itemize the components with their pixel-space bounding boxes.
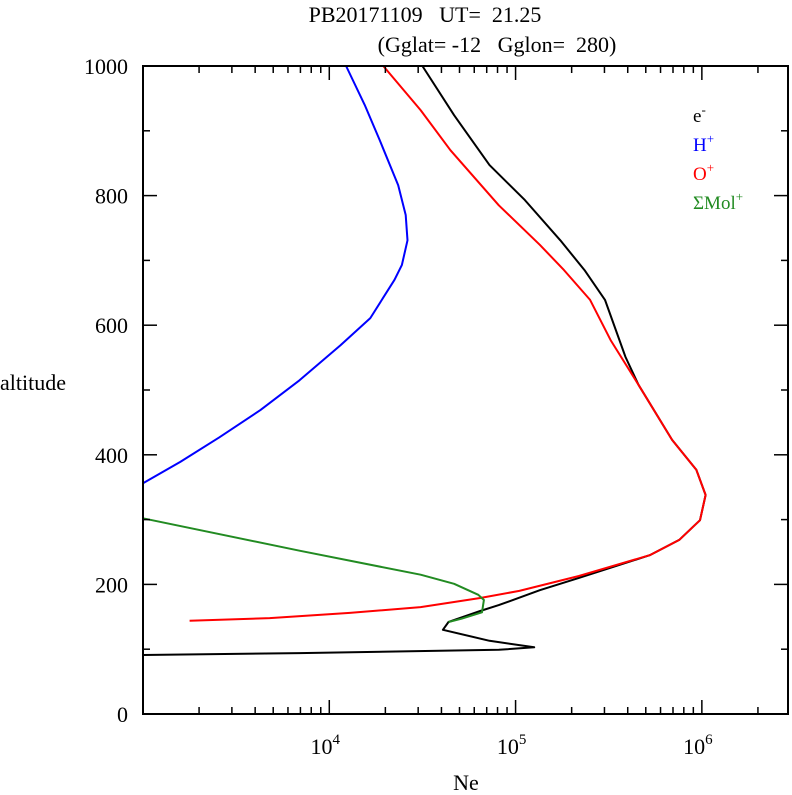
legend-entry-0: e- xyxy=(693,102,706,127)
y-tick-label: 200 xyxy=(95,572,128,597)
y-tick-label: 0 xyxy=(117,702,128,727)
x-tick-label: 106 xyxy=(683,732,713,759)
series-layer xyxy=(142,65,707,656)
y-tick-label: 600 xyxy=(95,313,128,338)
x-axis-label: Ne xyxy=(453,770,479,795)
series-line-1 xyxy=(142,65,409,485)
y-tick-label: 800 xyxy=(95,184,128,209)
x-tick-labels: 104 105 106 xyxy=(311,732,714,759)
legend-entry-1: H+ xyxy=(693,131,714,156)
x-tick-label: 105 xyxy=(497,732,527,759)
y-tick-label: 400 xyxy=(95,443,128,468)
series-line-3 xyxy=(142,517,485,623)
y-tick-label: 1000 xyxy=(84,54,128,79)
legend-entry-2: O+ xyxy=(693,160,714,185)
x-tick-label: 104 xyxy=(311,732,341,759)
ticks-layer xyxy=(143,65,788,715)
series-line-2 xyxy=(189,65,707,622)
series-line-0 xyxy=(142,65,707,656)
legend: e- H+ O+ ΣMol+ xyxy=(693,102,743,214)
chart-subtitle: (Gglat= -12 Gglon= 280) xyxy=(378,32,617,57)
y-axis-label: altitude xyxy=(0,370,66,395)
y-tick-labels: 0 200 400 600 800 1000 xyxy=(84,54,128,727)
chart-title: PB20171109 UT= 21.25 xyxy=(309,2,542,27)
legend-entry-3: ΣMol+ xyxy=(693,189,743,214)
